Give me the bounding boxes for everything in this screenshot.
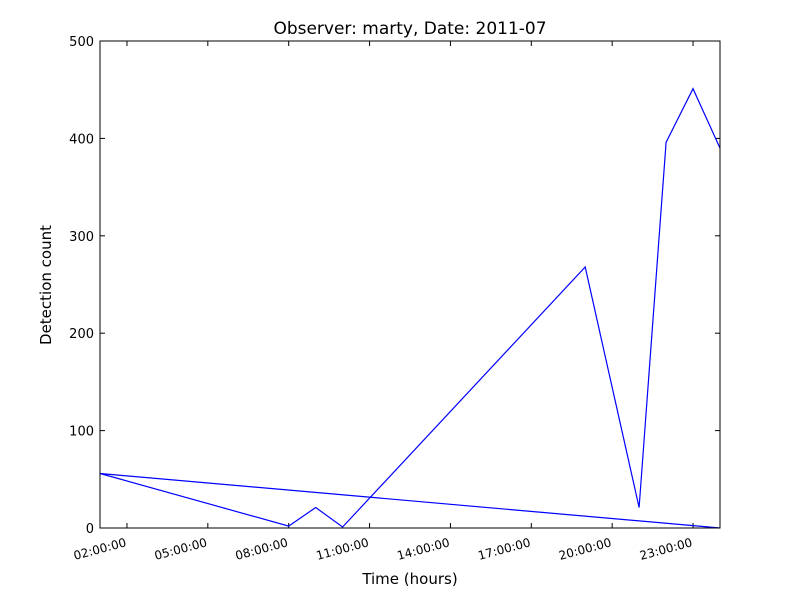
x-tick-label: 17:00:00 — [476, 535, 532, 562]
series-group — [99, 87, 721, 529]
plot-frame — [99, 40, 721, 529]
plot-background — [100, 41, 720, 528]
x-tick-label: 08:00:00 — [234, 535, 290, 562]
y-axis-label: Detection count — [37, 225, 55, 345]
series-line — [99, 87, 721, 529]
x-tick-label: 23:00:00 — [638, 535, 694, 562]
y-tick-label: 500 — [69, 35, 94, 50]
x-tick-label: 20:00:00 — [557, 535, 613, 562]
x-tick-label: 11:00:00 — [315, 535, 371, 562]
x-tick-label: 02:00:00 — [72, 535, 128, 562]
y-tick-label: 0 — [86, 522, 94, 537]
y-tick-label: 400 — [69, 132, 94, 147]
chart-title: Observer: marty, Date: 2011-07 — [273, 19, 546, 39]
y-axis-ticks: 0 100 200 300 400 500 — [69, 35, 720, 537]
x-axis-label: Time (hours) — [361, 570, 457, 588]
x-tick-label: 14:00:00 — [396, 535, 452, 562]
x-tick-label: 05:00:00 — [153, 535, 209, 562]
y-tick-label: 200 — [69, 327, 94, 342]
y-tick-label: 100 — [69, 425, 94, 440]
y-tick-label: 300 — [69, 230, 94, 245]
